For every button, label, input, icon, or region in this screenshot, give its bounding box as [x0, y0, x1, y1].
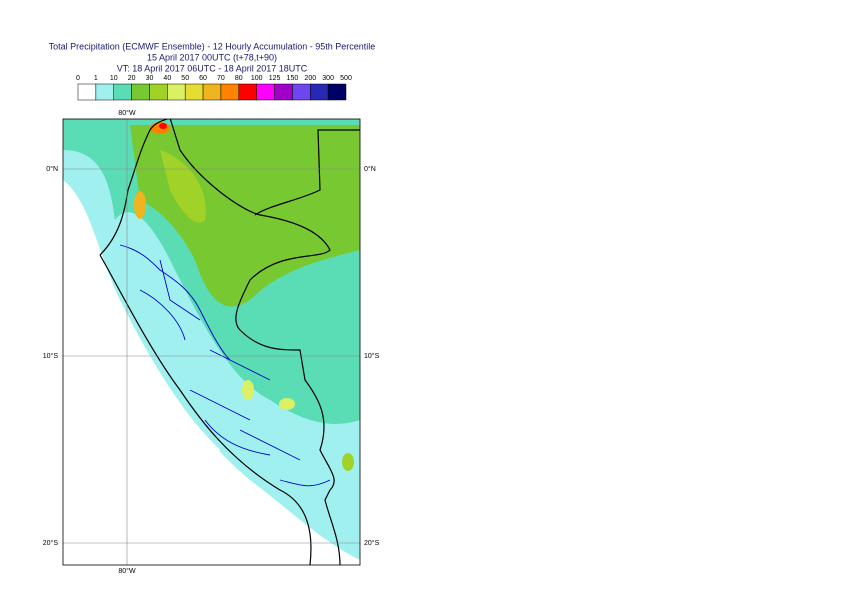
legend-tick-label: 100: [251, 75, 263, 82]
subtitle: VT: 18 April 2017 06UTC - 18 April 2017 …: [117, 63, 308, 73]
legend-swatch: [113, 83, 132, 101]
legend-tick-label: 20: [128, 75, 136, 82]
legend-tick-label: 10: [110, 75, 118, 82]
precip-field: [159, 123, 167, 129]
lon-label: 80°W: [118, 109, 136, 117]
legend-tick-label: 500: [340, 75, 352, 82]
legend-swatch: [238, 83, 257, 101]
legend-tick-label: 70: [217, 75, 225, 82]
legend-tick-label: 40: [163, 75, 171, 82]
map-frame: [62, 118, 361, 566]
lat-label: 0°N: [46, 165, 58, 173]
legend-swatch: [184, 83, 204, 101]
legend-tick-label: 1: [94, 75, 98, 82]
legend-swatch: [327, 83, 347, 101]
precip-field: [242, 380, 254, 400]
lat-label: 20°S: [364, 539, 380, 547]
legend-swatch: [149, 83, 168, 101]
precip-field: [342, 453, 354, 471]
legend-tick-label: 300: [322, 75, 334, 82]
coastline: [99, 119, 312, 565]
legend-swatch: [95, 83, 114, 101]
legend-swatch: [220, 83, 240, 101]
legend-swatch: [77, 83, 97, 101]
legend-swatch: [167, 83, 186, 101]
map: [63, 119, 360, 565]
legend-tick-label: 150: [287, 75, 299, 82]
lat-label: 10°S: [364, 352, 380, 360]
title: Total Precipitation (ECMWF Ensemble) - 1…: [49, 41, 376, 51]
legend-tick-label: 125: [269, 75, 281, 82]
precip-field: [134, 191, 146, 219]
region-boundary: [119, 244, 331, 487]
lat-label: 20°S: [43, 539, 59, 547]
legend-tick-label: 50: [181, 75, 189, 82]
border: [254, 129, 360, 216]
legend: 0 1 10 20 30 40 50 60 70 80 100 125 150 200 300 500: [76, 75, 352, 101]
legend-tick-label: 200: [304, 75, 316, 82]
legend-swatch: [131, 83, 150, 101]
legend-swatch: [292, 83, 311, 101]
legend-tick-label: 0: [76, 75, 80, 82]
legend-swatch: [274, 83, 293, 101]
lat-label: 0°N: [364, 165, 376, 173]
legend-swatch: [202, 83, 222, 101]
subtitle: 15 April 2017 00UTC (t+78,t+90): [147, 52, 277, 62]
dry-area: [75, 240, 220, 460]
legend-swatch: [256, 83, 275, 101]
precip-field: [160, 150, 206, 223]
legend-tick-label: 80: [235, 75, 243, 82]
lat-label: 10°S: [43, 352, 59, 360]
legend-tick-label: 60: [199, 75, 207, 82]
precip-field: [150, 122, 170, 134]
legend-swatch: [310, 83, 329, 101]
precip-field: [279, 398, 295, 410]
legend-tick-label: 30: [146, 75, 154, 82]
lon-label: 80°W: [118, 567, 136, 575]
border: [169, 119, 341, 565]
dry-area: [63, 180, 360, 565]
